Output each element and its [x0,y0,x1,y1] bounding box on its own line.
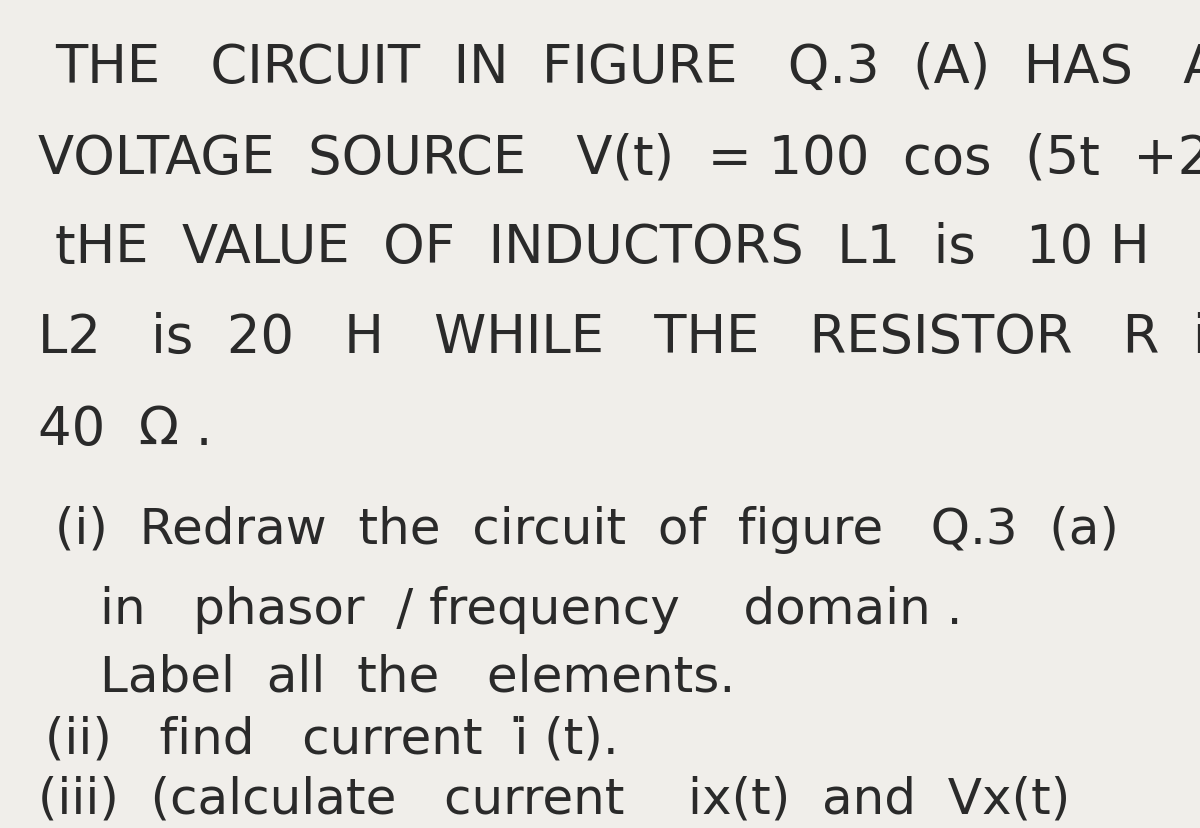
Text: 40  Ω .: 40 Ω . [38,403,212,455]
Text: tHE  VALUE  OF  INDUCTORS  L1  is   10 H   and: tHE VALUE OF INDUCTORS L1 is 10 H and [55,222,1200,274]
Text: in   phasor  / frequency    domain .: in phasor / frequency domain . [100,585,962,633]
Text: Label  all  the   elements.: Label all the elements. [100,653,736,701]
Text: VOLTAGE  SOURCE   V(t)  = 100  cos  (5t  +20°)  V.: VOLTAGE SOURCE V(t) = 100 cos (5t +20°) … [38,132,1200,184]
Text: (ii)   find   current  i̇ (t).: (ii) find current i̇ (t). [46,715,619,763]
Text: (i)  Redraw  the  circuit  of  figure   Q.3  (a): (i) Redraw the circuit of figure Q.3 (a) [55,505,1118,553]
Text: THE   CIRCUIT  IN  FIGURE   Q.3  (A)  HAS   A: THE CIRCUIT IN FIGURE Q.3 (A) HAS A [55,42,1200,94]
Text: (iii)  (calculate   current    ix(t)  and  Vx(t): (iii) (calculate current ix(t) and Vx(t) [38,775,1070,823]
Text: L2   is  20   H   WHILE   THE   RESISTOR   R  is: L2 is 20 H WHILE THE RESISTOR R is [38,311,1200,363]
